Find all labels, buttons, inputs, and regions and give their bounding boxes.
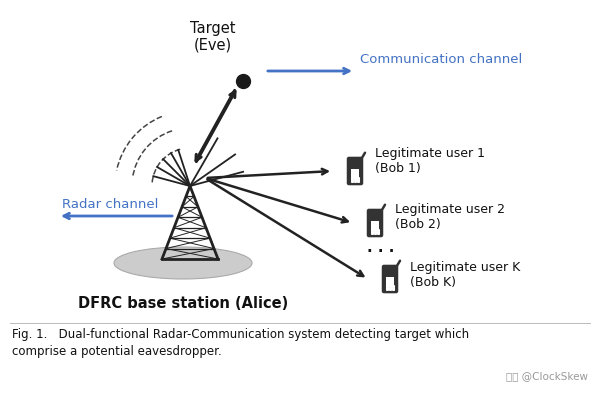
Bar [350, 168, 359, 178]
Text: Target
(Eve): Target (Eve) [190, 20, 236, 53]
Text: Radar channel: Radar channel [62, 198, 158, 211]
Bar [386, 277, 394, 286]
Text: DFRC base station (Alice): DFRC base station (Alice) [78, 296, 288, 311]
Text: Legitimate user 2
(Bob 2): Legitimate user 2 (Bob 2) [395, 203, 505, 231]
Text: comprise a potential eavesdropper.: comprise a potential eavesdropper. [12, 345, 222, 358]
FancyBboxPatch shape [382, 265, 398, 293]
FancyBboxPatch shape [347, 158, 362, 184]
Text: 知乎 @ClockSkew: 知乎 @ClockSkew [506, 371, 588, 381]
Text: Fig. 1.   Dual-functional Radar-Communication system detecting target which: Fig. 1. Dual-functional Radar-Communicat… [12, 328, 469, 341]
Bar [371, 221, 379, 230]
Text: · · ·: · · · [367, 243, 394, 259]
Text: Legitimate user 1
(Bob 1): Legitimate user 1 (Bob 1) [375, 147, 485, 175]
Ellipse shape [114, 247, 252, 279]
FancyBboxPatch shape [367, 209, 383, 237]
Text: Communication channel: Communication channel [360, 53, 522, 66]
Text: Legitimate user K
(Bob K): Legitimate user K (Bob K) [410, 261, 520, 289]
